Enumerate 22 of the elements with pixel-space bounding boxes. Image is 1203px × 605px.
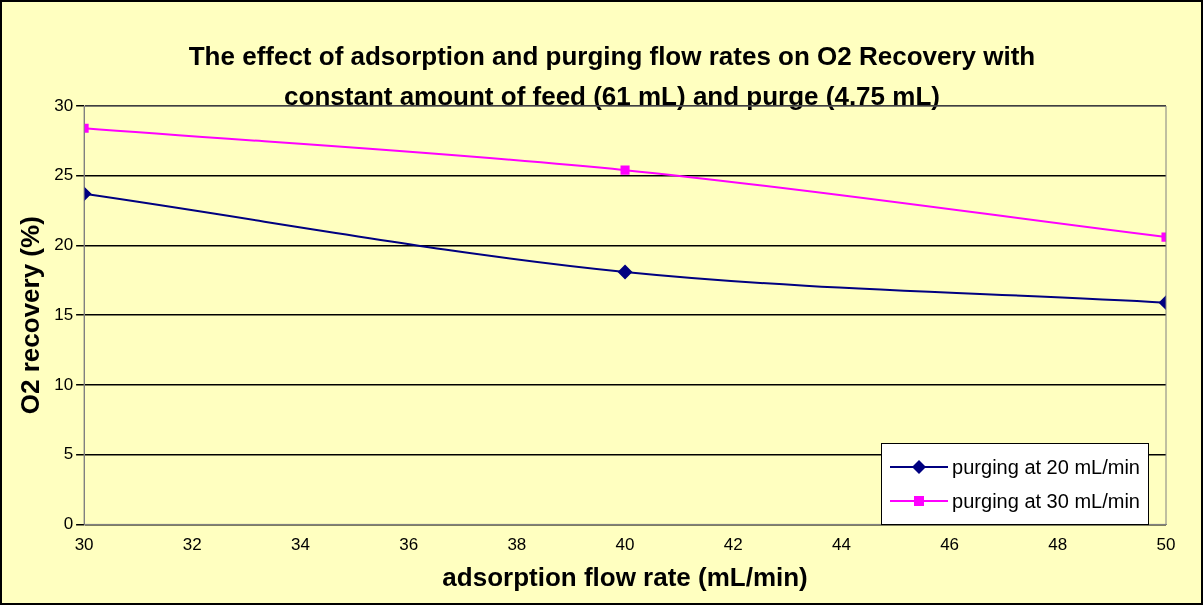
x-tick-label: 32	[182, 535, 202, 555]
x-axis-title: adsorption flow rate (mL/min)	[442, 561, 808, 592]
y-tick-label: 20	[54, 235, 74, 255]
y-tick-label: 10	[54, 374, 74, 394]
x-tick-label: 36	[399, 535, 419, 555]
x-tick-label: 48	[1048, 535, 1068, 555]
chart-title: The effect of adsorption and purging flow rates on O2 Recovery with constant amount of feed (61 mL) and purge (4.75 mL)	[187, 40, 1037, 113]
y-tick-label: 0	[63, 514, 74, 534]
x-tick-label: 42	[723, 535, 743, 555]
x-tick-label: 46	[940, 535, 960, 555]
y-tick-label: 25	[54, 165, 74, 185]
x-tick-label: 40	[615, 535, 635, 555]
x-tick-label: 44	[831, 535, 851, 555]
legend-label: purging at 20 mL/min	[952, 455, 1140, 479]
x-tick-label: 50	[1156, 535, 1176, 555]
legend-label: purging at 30 mL/min	[952, 489, 1140, 513]
y-tick-label: 5	[63, 444, 74, 464]
x-tick-label: 38	[507, 535, 527, 555]
y-tick-label: 30	[54, 95, 74, 115]
x-tick-label: 34	[291, 535, 310, 555]
y-axis-title: O2 recovery (%)	[14, 216, 45, 415]
y-tick-label: 15	[54, 304, 74, 324]
